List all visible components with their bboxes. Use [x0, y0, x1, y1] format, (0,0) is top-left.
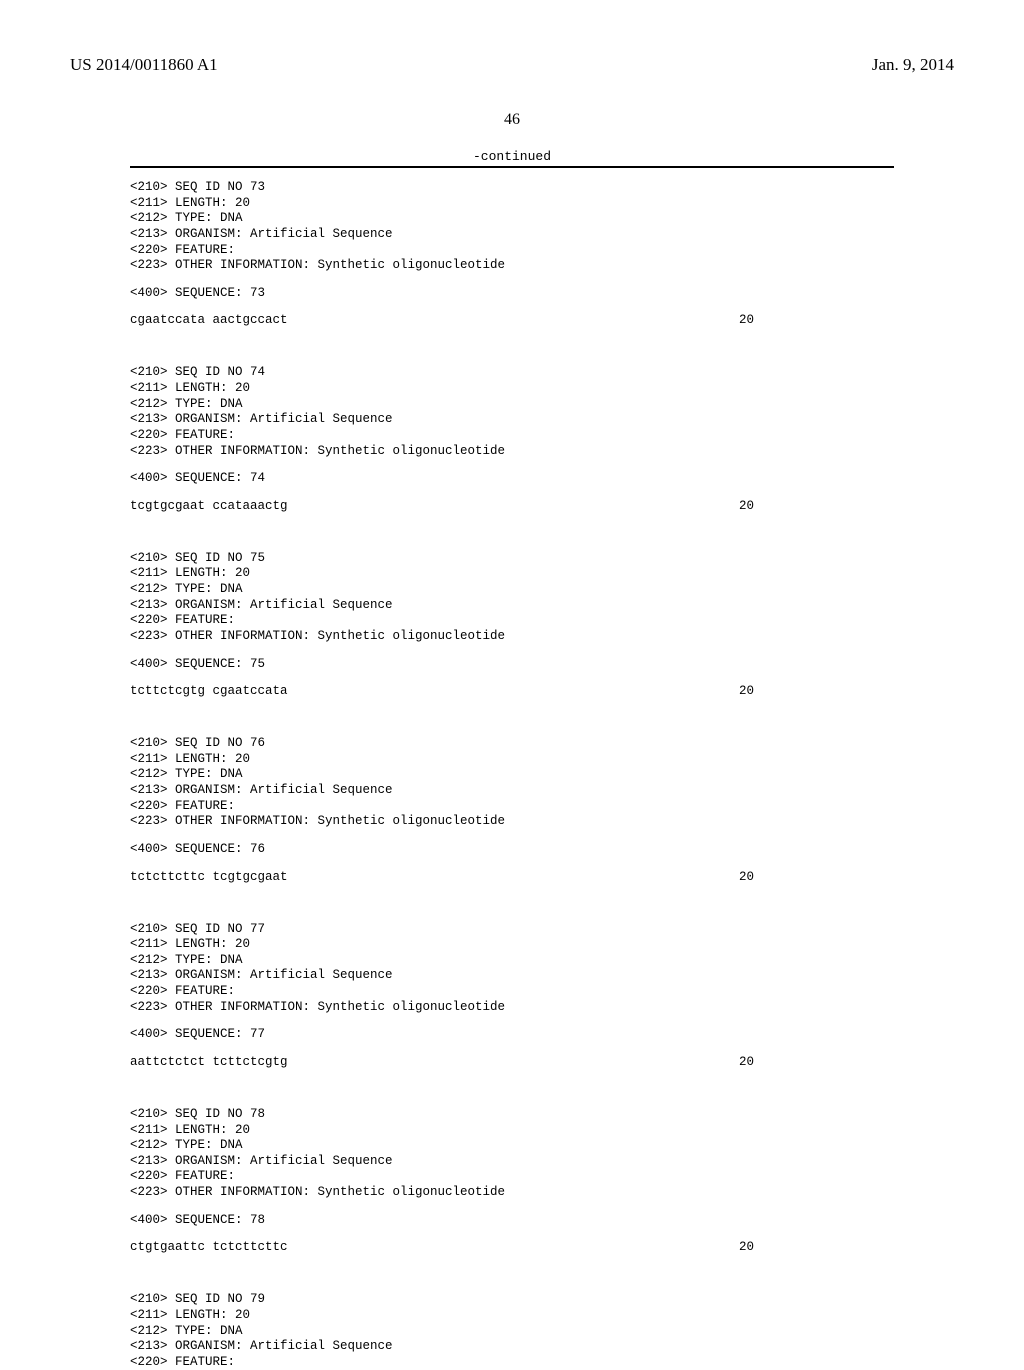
sequence-line: aattctctct tcttctcgtg 20	[130, 1055, 894, 1069]
sequence-meta-block: <210> SEQ ID NO 76 <211> LENGTH: 20 <212…	[130, 736, 894, 830]
sequence-length: 20	[739, 684, 754, 698]
sequence-meta-block: <210> SEQ ID NO 78 <211> LENGTH: 20 <212…	[130, 1107, 894, 1201]
sequence-length: 20	[739, 1240, 754, 1254]
publication-date: Jan. 9, 2014	[872, 55, 954, 75]
sequence-length: 20	[739, 499, 754, 513]
sequence-text: aattctctct tcttctcgtg	[130, 1055, 288, 1069]
sequence-line: ctgtgaattc tctcttcttc 20	[130, 1240, 894, 1254]
sequence-line: cgaatccata aactgccact 20	[130, 313, 894, 327]
continued-label: -continued	[0, 149, 1024, 164]
page-number: 46	[0, 111, 1024, 129]
sequence-text: tcgtgcgaat ccataaactg	[130, 499, 288, 513]
sequence-length: 20	[739, 870, 754, 884]
sequence-label: <400> SEQUENCE: 77	[130, 1027, 894, 1043]
sequence-text: tctcttcttc tcgtgcgaat	[130, 870, 288, 884]
sequence-listing: <210> SEQ ID NO 73 <211> LENGTH: 20 <212…	[130, 166, 894, 1370]
sequence-meta-block: <210> SEQ ID NO 79 <211> LENGTH: 20 <212…	[130, 1292, 894, 1370]
sequence-text: tcttctcgtg cgaatccata	[130, 684, 288, 698]
page-header: US 2014/0011860 A1 Jan. 9, 2014	[0, 0, 1024, 83]
sequence-meta-block: <210> SEQ ID NO 75 <211> LENGTH: 20 <212…	[130, 551, 894, 645]
sequence-label: <400> SEQUENCE: 75	[130, 657, 894, 673]
sequence-meta-block: <210> SEQ ID NO 77 <211> LENGTH: 20 <212…	[130, 922, 894, 1016]
sequence-label: <400> SEQUENCE: 78	[130, 1213, 894, 1229]
sequence-line: tctcttcttc tcgtgcgaat 20	[130, 870, 894, 884]
sequence-meta-block: <210> SEQ ID NO 74 <211> LENGTH: 20 <212…	[130, 365, 894, 459]
publication-number: US 2014/0011860 A1	[70, 55, 218, 75]
sequence-meta-block: <210> SEQ ID NO 73 <211> LENGTH: 20 <212…	[130, 180, 894, 274]
sequence-label: <400> SEQUENCE: 73	[130, 286, 894, 302]
sequence-line: tcgtgcgaat ccataaactg 20	[130, 499, 894, 513]
sequence-label: <400> SEQUENCE: 74	[130, 471, 894, 487]
sequence-length: 20	[739, 313, 754, 327]
sequence-length: 20	[739, 1055, 754, 1069]
sequence-text: ctgtgaattc tctcttcttc	[130, 1240, 288, 1254]
sequence-line: tcttctcgtg cgaatccata 20	[130, 684, 894, 698]
sequence-text: cgaatccata aactgccact	[130, 313, 288, 327]
sequence-label: <400> SEQUENCE: 76	[130, 842, 894, 858]
